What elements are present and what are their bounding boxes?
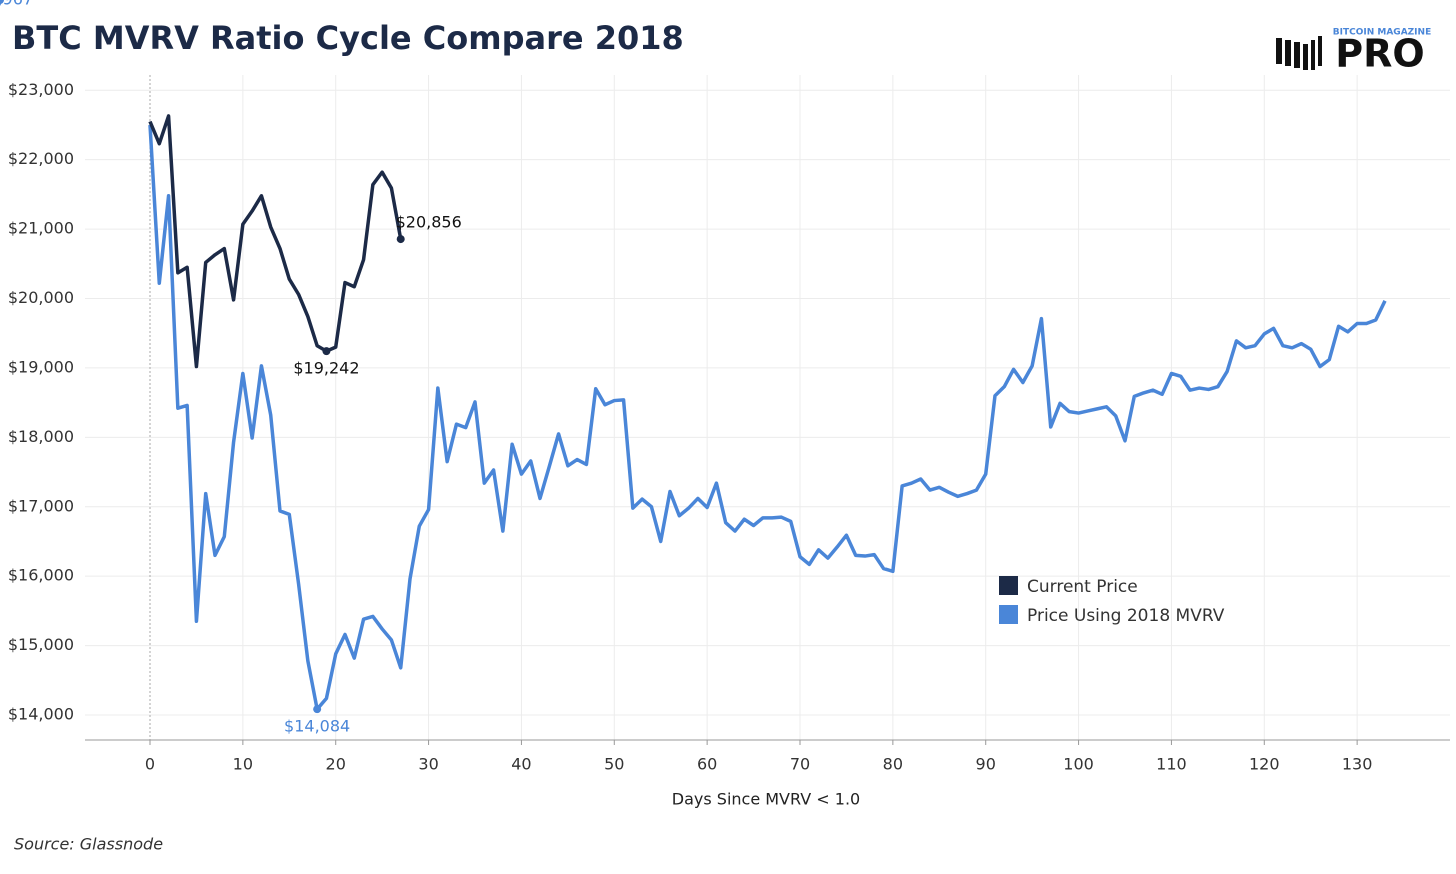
- point-marker: [322, 347, 331, 356]
- series-line: [148, 114, 403, 369]
- x-tick-label: 40: [511, 755, 531, 774]
- logo-top: BITCOIN MAGAZINE: [1333, 28, 1431, 38]
- y-tick-label: $15,000: [8, 635, 74, 654]
- x-tick-label: 10: [233, 755, 253, 774]
- y-tick-label: $20,000: [8, 288, 74, 307]
- x-tick-label: 90: [976, 755, 996, 774]
- legend-swatch: [999, 576, 1018, 595]
- x-tick-label: 110: [1156, 755, 1187, 774]
- logo-main: PRO: [1335, 32, 1424, 76]
- x-tick-label: 60: [697, 755, 717, 774]
- x-tick-label: 100: [1063, 755, 1094, 774]
- logo: BITCOIN MAGAZINE PRO: [1276, 28, 1431, 76]
- point-marker: [313, 705, 322, 714]
- series-line: [148, 124, 1387, 711]
- logo-icon: [1276, 36, 1322, 70]
- y-tick-label: $17,000: [8, 496, 74, 515]
- x-axis-label: Days Since MVRV < 1.0: [672, 790, 860, 809]
- data-label: $20,856: [396, 213, 462, 232]
- data-label: $19,242: [293, 359, 359, 378]
- y-tick-label: $22,000: [8, 149, 74, 168]
- legend: Current Price Price Using 2018 MVRV: [999, 576, 1225, 626]
- x-tick-label: 130: [1342, 755, 1373, 774]
- x-tick-label: 70: [790, 755, 810, 774]
- point-marker: [0, 0, 4, 4]
- data-label: $19,967: [0, 0, 33, 9]
- y-tick-label: $21,000: [8, 219, 74, 238]
- x-tick-label: 20: [326, 755, 346, 774]
- data-label: $14,084: [284, 717, 350, 736]
- x-tick-label: 120: [1249, 755, 1280, 774]
- y-tick-label: $18,000: [8, 427, 74, 446]
- y-tick-label: $19,000: [8, 357, 74, 376]
- y-tick-label: $23,000: [8, 80, 74, 99]
- x-tick-label: 30: [418, 755, 438, 774]
- legend-swatch: [999, 605, 1018, 624]
- legend-label: Current Price: [1027, 577, 1138, 597]
- chart-title: BTC MVRV Ratio Cycle Compare 2018: [12, 19, 684, 57]
- point-marker: [396, 235, 405, 244]
- y-tick-label: $16,000: [8, 566, 74, 585]
- y-tick-label: $14,000: [8, 705, 74, 724]
- x-tick-label: 50: [604, 755, 624, 774]
- x-tick-label: 0: [145, 755, 155, 774]
- x-tick-label: 80: [883, 755, 903, 774]
- source: Source: Glassnode: [14, 835, 163, 854]
- legend-label: Price Using 2018 MVRV: [1027, 606, 1225, 626]
